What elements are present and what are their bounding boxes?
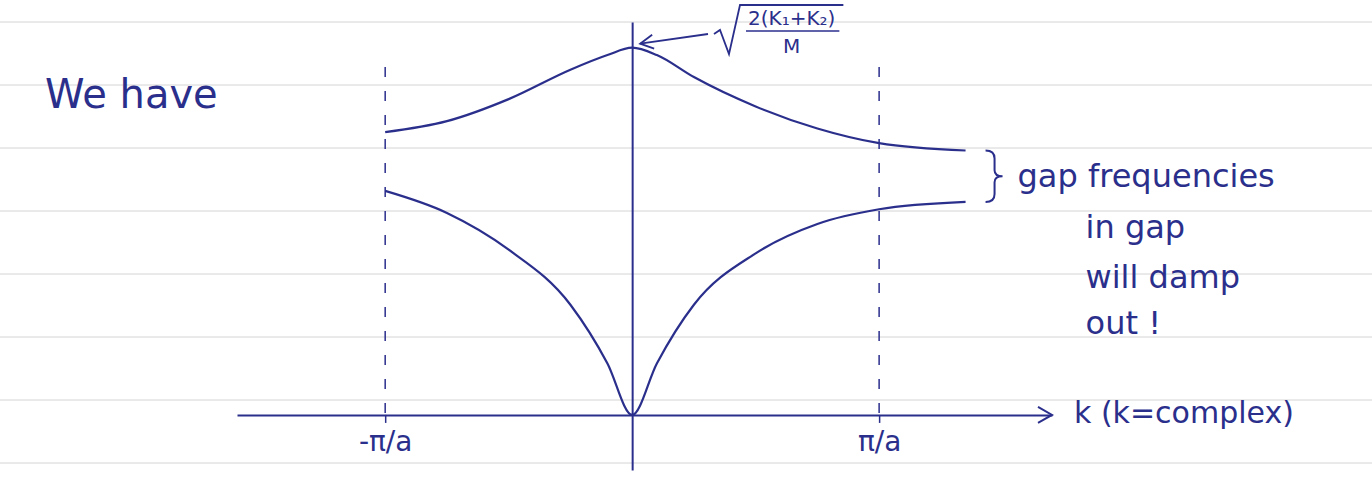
x-tick: π/a [858,415,901,458]
x-tick-mark [385,415,387,423]
y-axis-line [632,23,634,471]
x-axis-title: k (k=complex) [1074,395,1294,430]
sqrt-annotation: 2(K₁+K₂) M [640,5,843,58]
paper-rule [0,337,1372,338]
annotation: in gap [1086,208,1186,246]
paper-rule [0,148,1372,149]
paper-rules [0,22,1372,463]
chart: -π/a π/a k (k=complex) We have 2(K₁+K₂) Mgap … [0,0,1372,478]
radical-sign [714,5,843,54]
x-tick: -π/a [359,415,413,458]
x-tick-label: -π/a [359,425,413,458]
annotation-denominator: M [783,34,800,58]
x-tick-label: π/a [858,425,901,458]
paper-rule [0,22,1372,23]
fraction-bar [746,30,839,32]
grid-line [384,67,386,425]
annotation: We have [45,71,218,117]
x-tick-mark [879,415,881,423]
x-axis-line [238,414,1053,416]
paper-rule [0,463,1372,464]
grid-line [878,67,880,425]
gap-brace [986,151,1003,202]
axis-arrow [1038,407,1052,423]
annotation: will damp [1086,258,1240,296]
branch-line [385,191,965,415]
annotation: out ! [1086,304,1161,342]
plot-area [385,48,965,415]
y-axis [632,23,633,471]
annotation: gap frequencies [1018,157,1275,195]
annotations: We have 2(K₁+K₂) Mgap frequencies in gap wil… [45,5,1275,342]
annotation-arrowhead [640,35,654,49]
branch-line [385,48,965,151]
annotation-numerator: 2(K₁+K₂) [748,6,835,30]
x-axis: -π/a π/a [238,415,1053,458]
